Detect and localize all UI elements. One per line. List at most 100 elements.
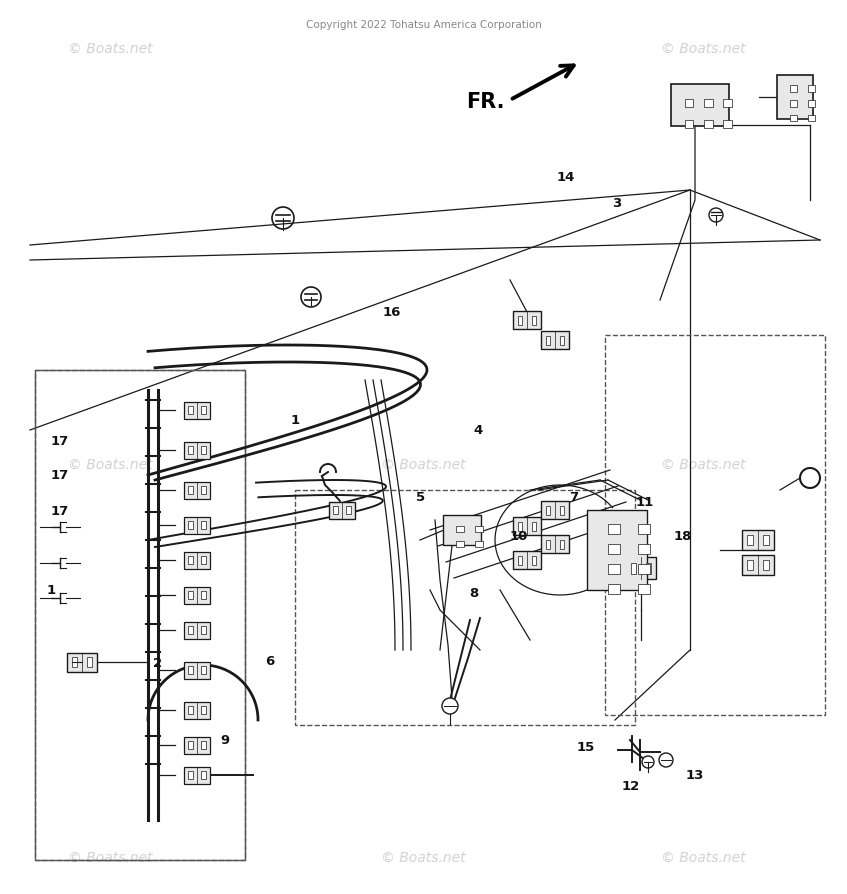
Bar — [72, 657, 77, 667]
Bar — [184, 442, 210, 459]
Text: © Boats.net: © Boats.net — [661, 458, 745, 472]
Text: 1: 1 — [291, 414, 299, 426]
Text: 9: 9 — [220, 734, 229, 746]
Text: 14: 14 — [556, 171, 575, 183]
Bar — [807, 85, 815, 92]
Bar — [723, 98, 732, 107]
Bar — [545, 335, 551, 344]
Bar — [184, 517, 210, 534]
Bar — [684, 120, 693, 128]
Bar — [188, 626, 193, 634]
Bar — [646, 562, 651, 573]
Bar — [631, 562, 636, 573]
Bar — [807, 100, 815, 106]
Bar — [346, 506, 351, 514]
Text: 4: 4 — [474, 425, 483, 437]
Bar — [638, 544, 650, 553]
Bar — [35, 370, 245, 860]
Circle shape — [642, 756, 654, 768]
Bar — [184, 401, 210, 418]
Bar — [777, 75, 813, 119]
Bar — [638, 524, 650, 534]
Bar — [638, 564, 650, 574]
Text: © Boats.net: © Boats.net — [661, 851, 745, 865]
Bar — [188, 556, 193, 564]
Bar — [789, 85, 797, 92]
Text: Copyright 2022 Tohatsu America Corporation: Copyright 2022 Tohatsu America Corporati… — [306, 20, 541, 30]
Bar — [188, 705, 193, 714]
Bar — [457, 541, 464, 546]
Bar — [188, 591, 193, 599]
Bar — [518, 316, 523, 325]
Bar — [532, 316, 536, 325]
Bar — [202, 556, 206, 564]
Bar — [333, 506, 338, 514]
Bar — [608, 564, 620, 574]
Bar — [560, 539, 564, 549]
Bar — [742, 530, 774, 550]
Text: © Boats.net: © Boats.net — [661, 42, 745, 56]
Bar — [188, 666, 193, 674]
Bar — [329, 502, 355, 519]
Bar — [35, 370, 245, 860]
Text: 3: 3 — [612, 198, 621, 210]
Text: 15: 15 — [577, 741, 595, 754]
Bar — [443, 515, 481, 545]
Bar — [513, 551, 541, 569]
Bar — [513, 311, 541, 329]
Bar — [532, 521, 536, 530]
Bar — [188, 485, 193, 494]
Bar — [202, 485, 206, 494]
Bar — [723, 120, 732, 128]
Bar — [188, 520, 193, 529]
Text: 2: 2 — [153, 657, 162, 670]
Bar — [184, 482, 210, 499]
Bar — [67, 653, 97, 671]
Bar — [188, 406, 193, 414]
Bar — [202, 626, 206, 634]
Bar — [188, 446, 193, 454]
Bar — [545, 539, 551, 549]
Bar — [184, 621, 210, 638]
Bar — [475, 541, 483, 546]
Text: 17: 17 — [51, 435, 69, 448]
Text: 12: 12 — [622, 780, 640, 793]
Bar — [560, 335, 564, 344]
Bar — [202, 705, 206, 714]
Bar — [513, 517, 541, 535]
Bar — [789, 100, 797, 106]
Bar — [184, 702, 210, 719]
Bar — [475, 526, 483, 532]
Bar — [295, 490, 635, 725]
Bar — [184, 737, 210, 754]
Text: 5: 5 — [416, 491, 424, 503]
Bar — [560, 505, 564, 515]
Bar — [184, 552, 210, 569]
Bar — [747, 535, 753, 545]
Bar — [789, 114, 797, 122]
Bar — [638, 584, 650, 594]
Bar — [202, 520, 206, 529]
Bar — [742, 555, 774, 575]
Bar — [188, 771, 193, 780]
Text: 8: 8 — [470, 587, 479, 600]
Text: 11: 11 — [635, 496, 654, 509]
Bar — [587, 510, 647, 590]
Bar — [626, 557, 656, 579]
Text: 1: 1 — [47, 585, 55, 597]
Bar — [202, 406, 206, 414]
Bar — [608, 584, 620, 594]
Text: 13: 13 — [685, 770, 704, 782]
Bar — [704, 98, 712, 107]
Circle shape — [659, 753, 673, 767]
Text: 18: 18 — [673, 530, 692, 543]
Bar — [202, 591, 206, 599]
Bar — [202, 446, 206, 454]
Text: © Boats.net: © Boats.net — [381, 851, 466, 865]
Bar — [608, 524, 620, 534]
Bar — [518, 555, 523, 564]
Circle shape — [442, 698, 458, 714]
Bar — [184, 586, 210, 603]
Bar — [457, 526, 464, 532]
Bar — [184, 766, 210, 783]
